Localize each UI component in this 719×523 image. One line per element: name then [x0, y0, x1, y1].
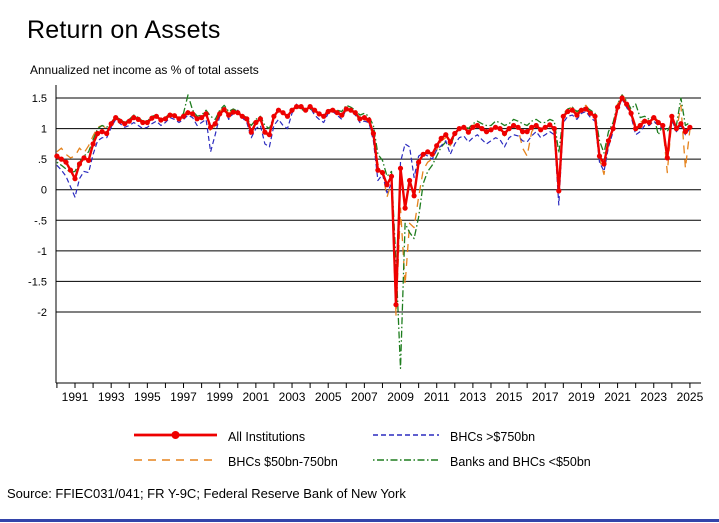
y-tick-label: 1.5	[32, 93, 47, 105]
footer-accent-bar	[0, 519, 719, 522]
x-tick-label: 2011	[424, 390, 450, 404]
legend-swatch-bhcs-over-750bn	[372, 428, 440, 446]
x-tick-label: 1997	[170, 390, 197, 404]
y-tick-label: .5	[38, 154, 47, 166]
legend-swatch-banks-under-50bn	[372, 453, 440, 471]
page-title: Return on Assets	[27, 16, 221, 44]
y-tick-label: -2	[37, 307, 47, 319]
legend-item-bhcs-50-750bn: BHCs $50bn-750bn	[133, 454, 338, 470]
x-tick-label: 2017	[532, 390, 559, 404]
x-tick-label: 2023	[640, 390, 667, 404]
legend-item-all-institutions: All Institutions	[133, 429, 305, 445]
legend-swatch-all-institutions	[133, 428, 218, 446]
x-tick-label: 2013	[460, 390, 487, 404]
legend-item-banks-under-50bn: Banks and BHCs <$50bn	[372, 454, 591, 470]
chart-subtitle: Annualized net income as % of total asse…	[30, 63, 259, 77]
x-tick-label: 1993	[98, 390, 125, 404]
x-tick-label: 2007	[351, 390, 378, 404]
x-tick-label: 2019	[568, 390, 595, 404]
y-tick-label: -.5	[34, 215, 47, 227]
series-markers-0	[54, 95, 693, 308]
legend-item-bhcs-over-750bn: BHCs >$750bn	[372, 429, 535, 445]
x-tick-label: 1991	[62, 390, 89, 404]
series-line-2	[56, 94, 691, 316]
legend-swatch-bhcs-50-750bn	[133, 453, 218, 471]
x-tick-label: 2001	[243, 390, 270, 404]
source-text: Source: FFIEC031/041; FR Y-9C; Federal R…	[7, 486, 406, 501]
y-tick-label: -1.5	[28, 276, 47, 288]
y-tick-label: 0	[41, 185, 47, 197]
x-tick-label: 2005	[315, 390, 342, 404]
x-tick-label: 1995	[134, 390, 161, 404]
legend-label-all-institutions: All Institutions	[228, 430, 306, 444]
legend-label-bhcs-over-750bn: BHCs >$750bn	[450, 430, 536, 444]
legend-label-bhcs-50-750bn: BHCs $50bn-750bn	[228, 455, 338, 469]
legend-label-banks-under-50bn: Banks and BHCs <$50bn	[450, 455, 591, 469]
x-tick-label: 2021	[604, 390, 631, 404]
y-tick-label: -1	[37, 246, 47, 258]
x-tick-label: 1999	[206, 390, 233, 404]
x-tick-label: 2003	[279, 390, 306, 404]
x-tick-label: 2025	[677, 390, 704, 404]
y-tick-label: 1	[41, 124, 47, 136]
x-tick-label: 2009	[387, 390, 414, 404]
x-tick-label: 2015	[496, 390, 523, 404]
